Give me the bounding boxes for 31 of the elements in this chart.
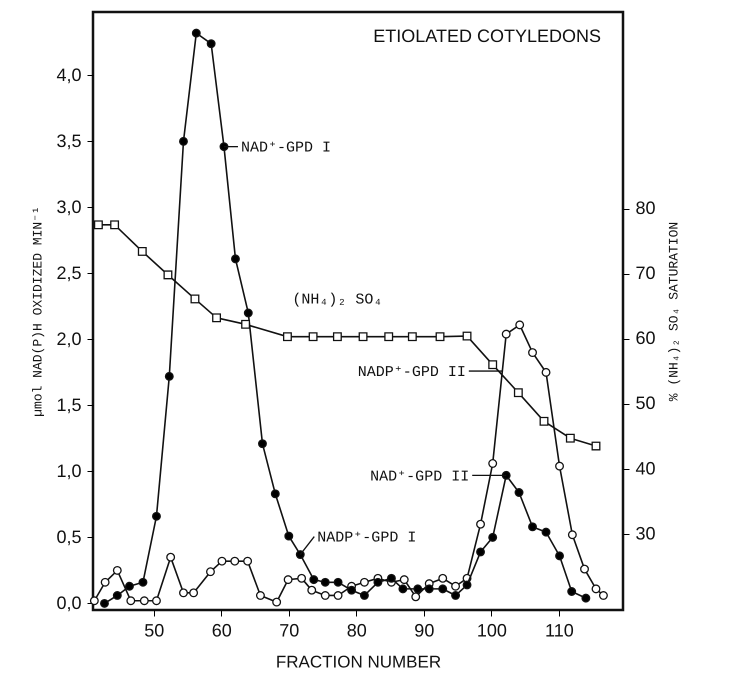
x-tick-label: 60 — [212, 620, 232, 640]
x-tick-label: 70 — [279, 620, 300, 640]
x-tick-label: 80 — [346, 620, 367, 640]
x-tick-label: 90 — [414, 620, 434, 640]
y2-tick-label: 80 — [636, 198, 656, 218]
y2-tick-label: 30 — [636, 523, 656, 544]
annotation: NAD⁺-GPD I — [240, 140, 332, 157]
y2-tick-label: 60 — [636, 328, 656, 348]
series-label: (NH₄)₂ SO₄ — [292, 292, 382, 309]
text: ETIOLATED COTYLEDONS — [373, 26, 601, 46]
y2-axis-title: % (NH₄)₂ SO₄ SATURATION — [666, 222, 682, 402]
y2-tick-label: 70 — [636, 263, 656, 284]
annotation: NADP⁺-GPD I — [317, 530, 416, 547]
annotation: NADP⁺-GPD II — [358, 364, 466, 382]
x-tick-label: 110 — [545, 620, 574, 640]
x-axis-title: FRACTION NUMBER — [276, 652, 442, 672]
y-axis-title: µmol NAD(P)H OXIDIZED MIN⁻¹ — [30, 206, 46, 417]
y-tick-label: 4,0 — [56, 64, 82, 85]
y-tick-label: 2,0 — [56, 328, 82, 349]
y2-tick-label: 50 — [636, 393, 656, 414]
y-tick-label: 3,0 — [56, 196, 82, 217]
x-tick-label: 50 — [144, 620, 164, 640]
annotation: NAD⁺-GPD II — [370, 468, 470, 486]
y2-tick-label: 40 — [636, 458, 656, 478]
y-tick-label: 2,5 — [56, 262, 82, 283]
x-tick-label: 100 — [476, 620, 507, 640]
y-tick-label: 3,5 — [56, 130, 82, 151]
y-tick-label: 1,0 — [56, 460, 82, 481]
y-tick-label: 0,5 — [56, 526, 82, 547]
y-tick-label: 0,0 — [56, 592, 82, 613]
y-tick-label: 1,5 — [56, 394, 82, 415]
